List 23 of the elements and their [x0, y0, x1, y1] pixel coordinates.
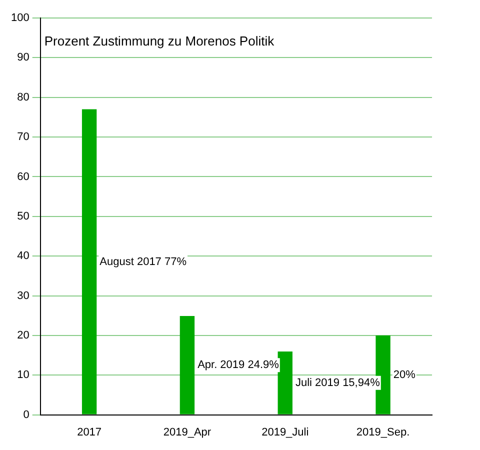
y-tick-label: 100 — [10, 12, 30, 24]
x-tick-label: 2019_Juli — [262, 426, 309, 438]
y-tick-label: 60 — [17, 170, 30, 183]
y-tick-label: 90 — [17, 52, 30, 64]
bar — [278, 352, 292, 414]
bar — [180, 316, 195, 414]
y-tick-label: 0 — [23, 408, 30, 421]
y-tick-label: 20 — [17, 329, 30, 342]
bar — [82, 109, 97, 414]
x-tick-label: 2019_Sep. — [356, 426, 410, 438]
annotation: Apr. 2019 24.9% — [198, 359, 280, 372]
y-tick-label: 10 — [17, 369, 30, 382]
annotation: August 2017 77% — [100, 256, 187, 268]
y-tick-label: 80 — [17, 91, 30, 104]
x-tick-label: 2017 — [77, 426, 102, 438]
y-tick-label: 70 — [17, 131, 30, 144]
y-tick-label: 30 — [17, 290, 30, 302]
x-tick-label: 2019_Apr — [163, 426, 212, 438]
y-tick-label: 40 — [17, 250, 30, 262]
text: Prozent Zustimmung zu Morenos Politik — [44, 33, 275, 48]
annotation: 20% — [393, 368, 416, 381]
y-tick-label: 50 — [17, 210, 30, 222]
annotation: Juli 2019 15,94% — [295, 376, 380, 389]
